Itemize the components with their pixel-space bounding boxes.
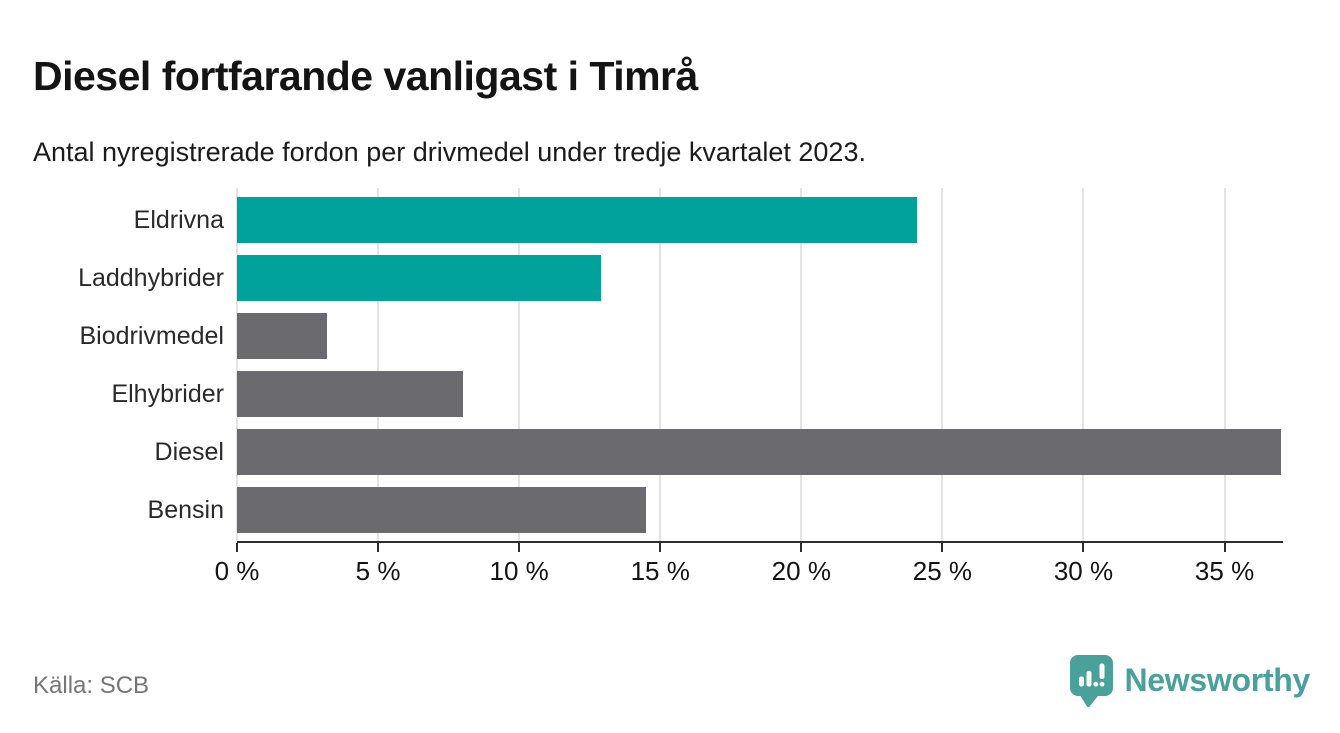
axis-tick-label: 10 % bbox=[489, 556, 549, 586]
gridline bbox=[800, 188, 803, 541]
axis-tick bbox=[518, 543, 521, 552]
axis-tick-label: 20 % bbox=[771, 556, 831, 586]
page-title: Diesel fortfarande vanligast i Timrå bbox=[33, 53, 698, 100]
axis-tick bbox=[377, 543, 380, 552]
gridline bbox=[659, 188, 662, 541]
axis-tick bbox=[1082, 543, 1085, 552]
axis-tick bbox=[941, 543, 944, 552]
source-caption: Källa: SCB bbox=[33, 672, 150, 699]
axis-tick-label: 5 % bbox=[355, 556, 401, 586]
axis-tick bbox=[1223, 543, 1226, 552]
axis-tick bbox=[800, 543, 803, 552]
bar-laddhybrider bbox=[237, 255, 601, 301]
bar-bensin bbox=[237, 487, 647, 533]
category-label: Diesel bbox=[154, 438, 224, 466]
gridline bbox=[518, 188, 521, 541]
gridline bbox=[1223, 188, 1226, 541]
gridline bbox=[377, 188, 380, 541]
category-label: Biodrivmedel bbox=[79, 322, 224, 350]
category-label: Elhybrider bbox=[111, 380, 224, 408]
gridline bbox=[1082, 188, 1085, 541]
x-axis-line bbox=[237, 541, 1283, 543]
axis-tick-label: 25 % bbox=[912, 556, 973, 586]
newsworthy-logo[interactable]: Newsworthy bbox=[1069, 654, 1311, 707]
category-label: Bensin bbox=[147, 496, 224, 524]
newsworthy-wordmark: Newsworthy bbox=[1124, 662, 1311, 698]
axis-tick-label: 35 % bbox=[1194, 556, 1255, 586]
bar-elhybrider bbox=[237, 371, 463, 417]
axis-tick-label: 0 % bbox=[214, 556, 260, 586]
bar-biodrivmedel bbox=[237, 313, 328, 359]
axis-tick-label: 30 % bbox=[1053, 556, 1114, 586]
axis-tick-label: 15 % bbox=[630, 556, 690, 586]
gridline bbox=[236, 188, 238, 541]
category-label: Laddhybrider bbox=[78, 264, 224, 292]
gridline bbox=[941, 188, 944, 541]
plot-area bbox=[236, 188, 1281, 541]
category-axis: Eldrivna Laddhybrider Biodrivmedel Elhybrid… bbox=[0, 190, 224, 541]
axis-tick bbox=[659, 543, 662, 552]
newsworthy-bubble-icon bbox=[1069, 655, 1113, 707]
axis-tick bbox=[236, 543, 238, 552]
chart-subtitle: Antal nyregistrerade fordon per drivmede… bbox=[33, 137, 866, 167]
bar-diesel bbox=[237, 429, 1281, 475]
bar-eldrivna bbox=[237, 197, 917, 243]
category-label: Eldrivna bbox=[133, 206, 224, 234]
